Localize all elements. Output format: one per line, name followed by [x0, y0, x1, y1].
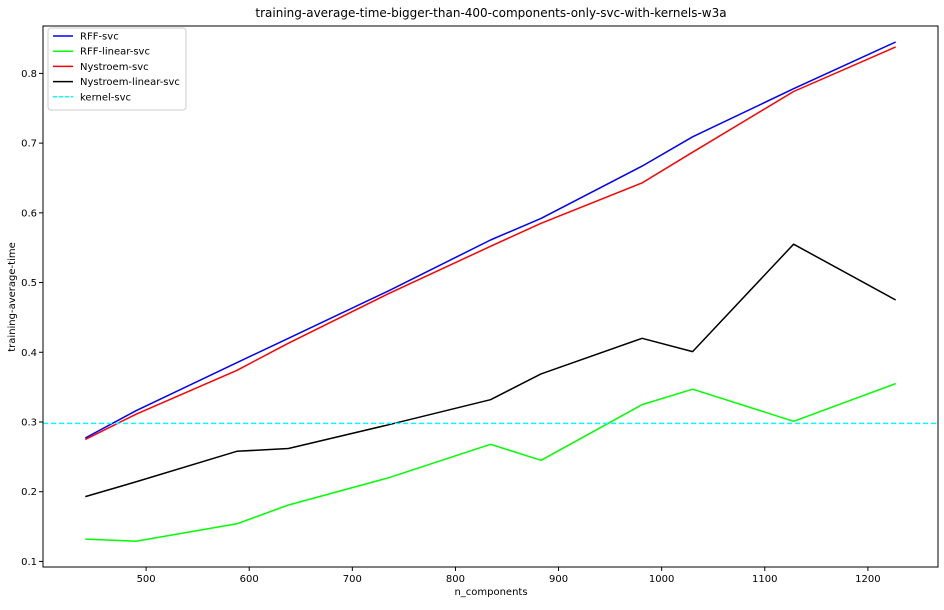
series-lines [43, 41, 938, 542]
plot-frame [42, 25, 939, 568]
chart-title: training-average-time-bigger-than-400-co… [255, 6, 726, 20]
legend-label: RFF-linear-svc [80, 47, 150, 58]
y-axis-label: training-average-time [7, 242, 18, 352]
series-line-nystroem-svc [84, 46, 897, 441]
legend-label: Nystroem-linear-svc [80, 77, 180, 88]
x-tick-label: 500 [137, 574, 156, 585]
axes: 500 600 700 800 900 1000 1100 1200 0.1 0.2 0.3 0.4 0… [21, 69, 881, 585]
x-tick-label: 1000 [649, 574, 674, 585]
x-axis-label: n_components [454, 587, 527, 598]
y-tick-label: 0.5 [21, 278, 37, 289]
x-tick-label: 1200 [855, 574, 880, 585]
series-line-nystroem-linear-svc [85, 243, 897, 498]
legend-label: Nystroem-svc [80, 62, 149, 73]
x-tick-label: 1100 [752, 574, 777, 585]
y-tick-label: 0.7 [21, 139, 37, 150]
x-tick-label: 600 [240, 574, 259, 585]
legend-box [47, 27, 187, 111]
x-tick-label: 900 [549, 574, 568, 585]
y-tick-label: 0.1 [21, 557, 37, 568]
legend: RFF-svc RFF-linear-svc Nystroem-svc Nystroe… [47, 27, 187, 111]
y-tick-label: 0.4 [21, 348, 37, 359]
x-tick-label: 800 [446, 574, 465, 585]
x-tick-label: 700 [343, 574, 362, 585]
y-tick-label: 0.8 [21, 69, 37, 80]
series-line-rff-svc [84, 41, 897, 439]
legend-label: kernel-svc [80, 92, 131, 103]
y-tick-label: 0.3 [21, 417, 37, 428]
y-tick-label: 0.6 [21, 208, 37, 219]
legend-label: RFF-svc [80, 32, 119, 43]
series-line-rff-linear-svc [85, 382, 896, 542]
y-tick-label: 0.2 [21, 487, 37, 498]
